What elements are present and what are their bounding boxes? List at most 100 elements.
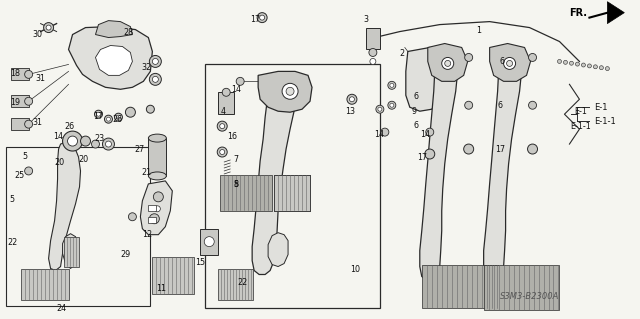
Bar <box>484 264 559 310</box>
Circle shape <box>504 57 516 70</box>
Circle shape <box>426 128 434 136</box>
Text: 26: 26 <box>113 115 123 124</box>
Polygon shape <box>95 21 132 38</box>
Text: 24: 24 <box>56 304 67 313</box>
Circle shape <box>115 113 122 121</box>
Text: 3: 3 <box>364 15 369 24</box>
Text: 19: 19 <box>10 98 20 107</box>
Circle shape <box>25 97 33 105</box>
Text: E-1: E-1 <box>574 108 587 116</box>
Text: 22: 22 <box>7 238 17 247</box>
Circle shape <box>149 56 161 67</box>
Circle shape <box>81 136 90 146</box>
Bar <box>11 95 29 107</box>
Circle shape <box>260 15 264 20</box>
Circle shape <box>102 138 115 150</box>
Text: S3M3-B2300A: S3M3-B2300A <box>500 292 559 301</box>
Text: 22: 22 <box>237 278 247 287</box>
Circle shape <box>116 115 120 119</box>
Circle shape <box>527 144 538 154</box>
Text: 18: 18 <box>10 69 20 78</box>
Polygon shape <box>140 181 172 235</box>
Circle shape <box>575 62 579 66</box>
Text: 5: 5 <box>233 181 238 189</box>
Text: 17: 17 <box>250 15 260 24</box>
Circle shape <box>204 237 214 247</box>
Text: 14: 14 <box>420 130 430 139</box>
Circle shape <box>349 97 355 102</box>
Circle shape <box>25 167 33 175</box>
Circle shape <box>507 60 513 66</box>
Circle shape <box>44 23 54 33</box>
Circle shape <box>220 124 225 129</box>
Circle shape <box>104 115 113 123</box>
Circle shape <box>286 87 294 95</box>
Bar <box>218 269 253 300</box>
Text: 14: 14 <box>230 85 241 94</box>
Text: E-1: E-1 <box>595 103 608 112</box>
Circle shape <box>106 141 111 147</box>
Polygon shape <box>258 71 312 112</box>
Polygon shape <box>95 46 132 75</box>
Circle shape <box>465 101 473 109</box>
Circle shape <box>370 58 376 64</box>
Bar <box>20 269 68 300</box>
Circle shape <box>46 25 51 30</box>
Text: E-1-1: E-1-1 <box>570 122 591 131</box>
Text: 30: 30 <box>32 30 42 39</box>
Circle shape <box>388 81 396 89</box>
Circle shape <box>217 147 227 157</box>
Bar <box>274 175 310 211</box>
Circle shape <box>25 120 33 128</box>
Polygon shape <box>484 48 522 280</box>
Polygon shape <box>49 141 81 271</box>
Bar <box>218 92 234 114</box>
Circle shape <box>464 144 474 154</box>
Circle shape <box>445 60 451 66</box>
Circle shape <box>600 66 604 70</box>
Circle shape <box>388 101 396 109</box>
Circle shape <box>236 78 244 85</box>
Polygon shape <box>428 43 468 81</box>
Circle shape <box>557 59 561 63</box>
Text: 15: 15 <box>195 258 205 267</box>
Text: 2: 2 <box>399 48 404 58</box>
Bar <box>200 229 218 255</box>
Text: 9: 9 <box>412 108 417 116</box>
Bar <box>11 118 29 130</box>
Bar <box>366 27 380 49</box>
Polygon shape <box>268 233 288 267</box>
Text: 6: 6 <box>499 57 504 66</box>
Polygon shape <box>63 234 79 269</box>
Text: 27: 27 <box>135 145 145 154</box>
Circle shape <box>152 76 158 82</box>
Text: 8: 8 <box>233 181 238 189</box>
Bar <box>152 256 195 294</box>
Text: 5: 5 <box>10 195 15 204</box>
Text: 14: 14 <box>374 130 384 139</box>
Text: 6: 6 <box>497 101 502 110</box>
Text: 31: 31 <box>33 118 43 128</box>
Circle shape <box>154 206 161 212</box>
Text: 23: 23 <box>95 134 105 143</box>
Circle shape <box>282 83 298 99</box>
Text: 28: 28 <box>124 28 134 37</box>
Bar <box>6 147 150 306</box>
Text: 14: 14 <box>53 132 63 141</box>
Text: 16: 16 <box>227 132 237 141</box>
Bar <box>220 175 272 211</box>
Text: 4: 4 <box>220 108 225 116</box>
Text: 12: 12 <box>143 230 152 239</box>
Text: 1: 1 <box>476 26 481 35</box>
Circle shape <box>581 63 586 67</box>
Bar <box>422 264 498 308</box>
Circle shape <box>217 121 227 131</box>
Text: 7: 7 <box>233 155 238 164</box>
Circle shape <box>529 54 536 62</box>
Text: FR.: FR. <box>570 8 588 18</box>
Circle shape <box>106 117 111 121</box>
Text: 6: 6 <box>413 92 419 101</box>
Circle shape <box>149 214 159 224</box>
Circle shape <box>378 107 382 111</box>
Bar <box>148 138 166 176</box>
